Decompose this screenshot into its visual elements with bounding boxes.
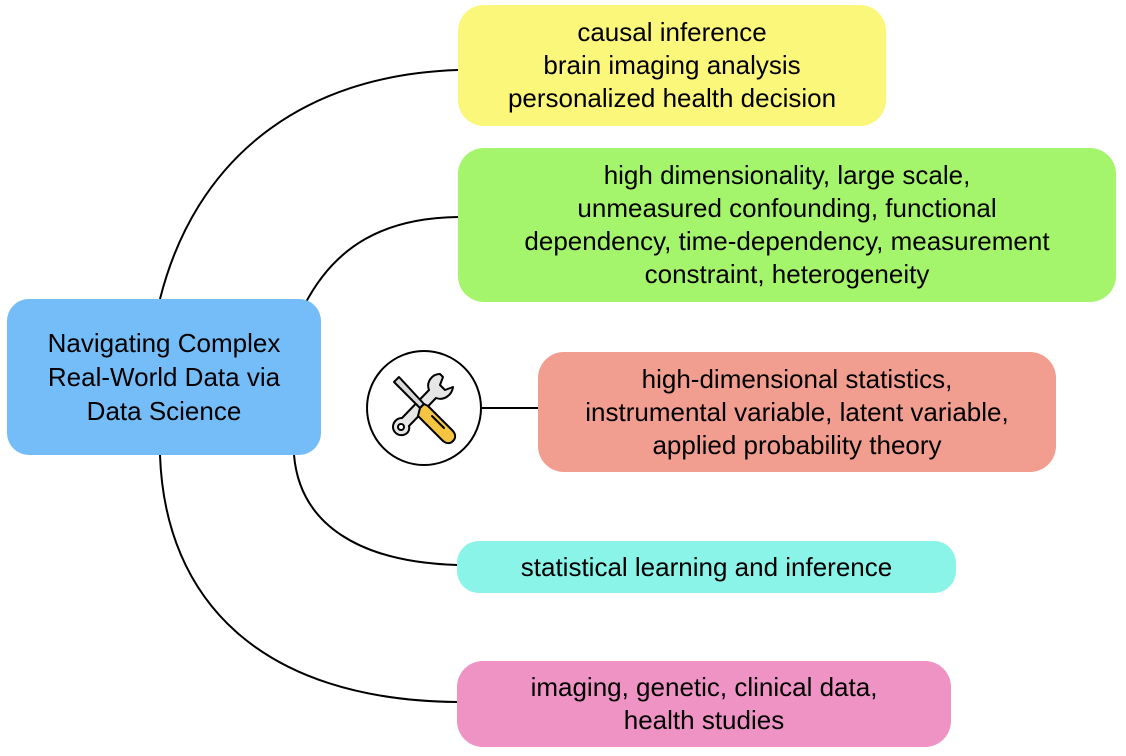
- central-topic-line-2: Real-World Data via: [47, 362, 281, 392]
- node-statistical-learning-line-1: statistical learning and inference: [520, 551, 893, 582]
- node-challenges-line-1: high dimensionality, large scale,: [603, 160, 971, 190]
- node-challenges-line-3: dependency, time-dependency, measurement: [524, 226, 1050, 256]
- connector-causal-inference: [159, 69, 459, 300]
- node-applications-line-2: brain imaging analysis: [543, 50, 801, 80]
- node-methods-line-1: high-dimensional statistics,: [641, 363, 953, 394]
- node-challenges-line-4: constraint, heterogeneity: [644, 259, 930, 289]
- central-topic-node: Navigating Complex Real-World Data via D…: [7, 299, 321, 455]
- connector-imaging-genetic: [159, 454, 458, 703]
- node-data-sources-line-1: imaging, genetic, clinical data,: [530, 672, 878, 702]
- node-data-sources: imaging, genetic, clinical data, health …: [457, 661, 951, 747]
- node-challenges-line-2: unmeasured confounding, functional: [577, 193, 997, 223]
- central-topic-line-3: Data Science: [86, 396, 242, 426]
- node-methods-line-2: instrumental variable, latent variable,: [585, 396, 1009, 427]
- node-methods-line-3: applied probability theory: [652, 429, 942, 460]
- node-statistical-learning: statistical learning and inference: [457, 541, 956, 593]
- connector-high-dimensionality: [303, 216, 459, 307]
- wrench-screwdriver-icon: [392, 373, 457, 445]
- node-applications-line-1: causal inference: [577, 17, 767, 47]
- node-applications: causal inference brain imaging analysis …: [458, 5, 886, 126]
- node-challenges: high dimensionality, large scale, unmeas…: [458, 148, 1116, 302]
- connector-statistical-learning: [293, 454, 458, 566]
- node-methods: high-dimensional statistics, instrumenta…: [538, 352, 1056, 472]
- node-applications-line-3: personalized health decision: [507, 83, 837, 113]
- node-data-sources-line-2: health studies: [623, 705, 785, 735]
- tools-icon-circle: [366, 350, 482, 466]
- central-topic-line-1: Navigating Complex: [47, 328, 281, 358]
